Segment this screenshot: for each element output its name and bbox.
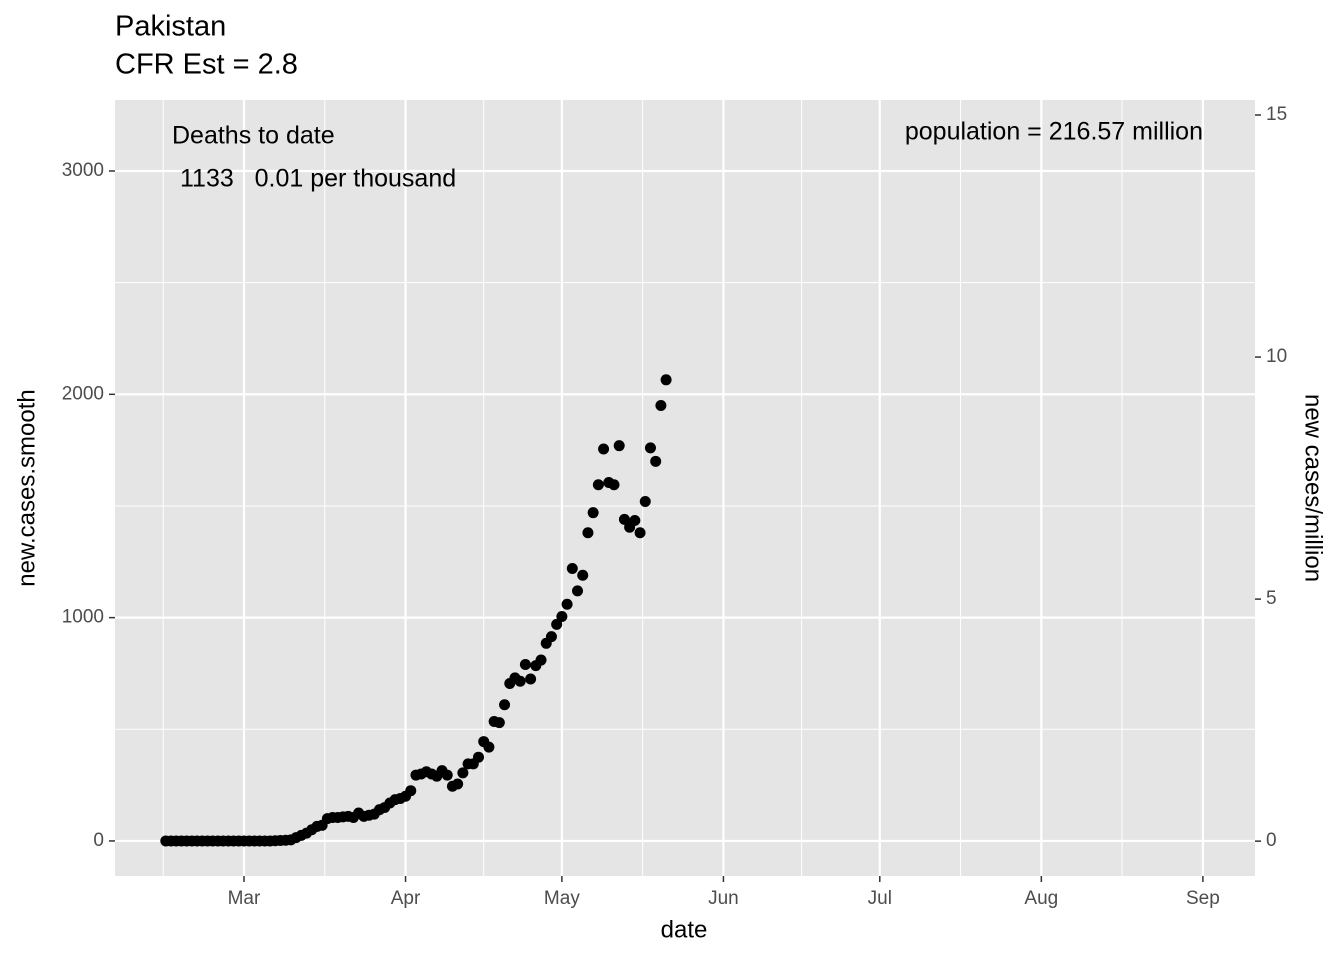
x-tick-label: May: [544, 888, 580, 909]
point: [634, 527, 646, 539]
point: [561, 598, 573, 610]
x-tick-label: Sep: [1186, 888, 1220, 909]
point: [629, 514, 641, 526]
point: [525, 673, 537, 685]
y2-tick-label: 15: [1266, 104, 1287, 125]
annotation: 1133 0.01 per thousand: [180, 165, 456, 193]
point: [483, 741, 495, 753]
point: [535, 654, 547, 666]
point: [644, 442, 656, 454]
point: [598, 443, 610, 455]
y-tick-label: 1000: [62, 607, 104, 628]
x-tick-label: Aug: [1024, 888, 1058, 909]
point: [592, 479, 604, 491]
point: [493, 717, 505, 729]
y2-tick-label: 5: [1266, 588, 1277, 609]
point: [551, 618, 563, 630]
y-tick-label: 0: [93, 830, 104, 851]
point: [545, 631, 557, 643]
x-tick-label: Jul: [868, 888, 892, 909]
point: [660, 374, 672, 386]
y-tick-label: 3000: [62, 160, 104, 181]
point: [639, 496, 651, 508]
point: [519, 659, 531, 671]
point: [457, 767, 469, 779]
x-axis-title: date: [661, 916, 708, 943]
point: [613, 440, 625, 452]
annotation: population = 216.57 million: [905, 118, 1203, 146]
chart-title: Pakistan: [115, 11, 226, 43]
point: [556, 611, 568, 623]
point: [650, 455, 662, 467]
point: [566, 563, 578, 575]
y2-tick-label: 0: [1266, 830, 1277, 851]
y-axis-title: new.cases.smooth: [13, 389, 40, 586]
grid: [115, 100, 1255, 876]
point: [452, 778, 464, 790]
point: [441, 769, 453, 781]
point: [514, 675, 526, 687]
point: [472, 751, 484, 763]
point: [618, 513, 630, 525]
point: [582, 527, 594, 539]
point: [405, 785, 417, 797]
panel: [115, 100, 1255, 876]
x-tick-label: Jun: [708, 888, 739, 909]
y2-axis-title: new cases/million: [1300, 394, 1327, 582]
point: [608, 479, 620, 491]
point: [572, 585, 584, 597]
point: [577, 569, 589, 581]
annotation: Deaths to date: [172, 122, 335, 150]
x-tick-label: Mar: [228, 888, 261, 909]
y-tick-label: 2000: [62, 383, 104, 404]
points: [160, 374, 672, 847]
chart-subtitle: CFR Est = 2.8: [115, 49, 298, 81]
y2-tick-label: 10: [1266, 346, 1287, 367]
point: [499, 699, 511, 711]
point: [587, 507, 599, 519]
x-tick-label: Apr: [391, 888, 421, 909]
point: [655, 399, 667, 411]
